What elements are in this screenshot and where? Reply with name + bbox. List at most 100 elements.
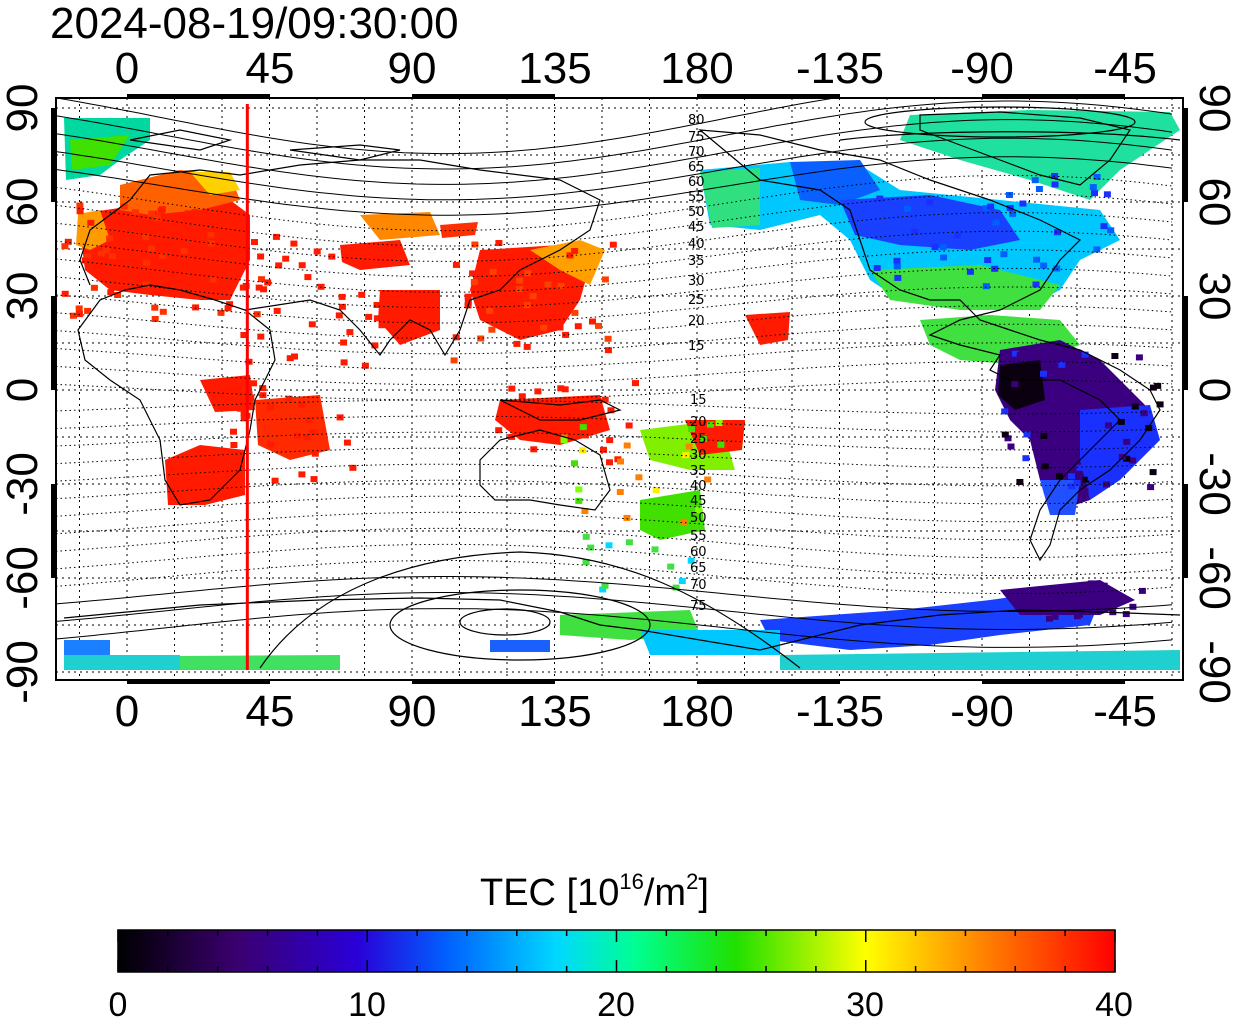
tec-cell xyxy=(495,240,503,246)
tec-cell xyxy=(1100,582,1108,589)
tec-cell xyxy=(293,432,301,439)
tec-cell xyxy=(717,441,725,448)
tec-cell xyxy=(625,539,633,546)
tec-region-finland xyxy=(190,172,240,195)
tec-cell xyxy=(233,259,241,266)
left-lat-tick-label: -90 xyxy=(0,640,47,704)
tec-cell xyxy=(346,329,354,336)
tec-cell xyxy=(523,302,531,308)
tec-cell xyxy=(609,241,617,248)
top-longitude-axis: 0 45 90 135 180 -135 -90 -45 xyxy=(115,44,1157,93)
contour-line xyxy=(56,415,1173,433)
tec-cell xyxy=(239,231,247,238)
contour-label: 65 xyxy=(688,160,705,175)
tec-cell xyxy=(605,542,613,549)
tec-cell xyxy=(516,286,524,292)
tec-cell xyxy=(687,557,695,564)
contour-label: 45 xyxy=(690,494,707,509)
contour-line xyxy=(56,527,1173,559)
tec-cell xyxy=(298,401,306,408)
top-lon-tick-label: 45 xyxy=(246,44,295,93)
left-lat-tick-label: -60 xyxy=(0,546,47,610)
tec-cell xyxy=(169,239,177,246)
tec-cell xyxy=(486,307,494,314)
colorbar-tick-label: 40 xyxy=(1095,986,1133,1021)
tec-cell xyxy=(190,216,198,223)
tec-cell xyxy=(464,293,472,300)
tec-cell xyxy=(90,284,98,291)
tec-cell xyxy=(678,578,686,584)
tec-cell xyxy=(1009,210,1017,217)
tec-cell xyxy=(343,439,351,446)
contour-line xyxy=(56,495,1173,523)
tec-cell xyxy=(495,427,503,434)
tec-cell xyxy=(911,228,919,235)
tec-cell xyxy=(209,276,217,283)
tec-cell xyxy=(340,359,348,366)
tec-cell xyxy=(298,471,306,478)
tec-cell xyxy=(1016,352,1024,359)
tec-cell xyxy=(184,210,192,217)
tec-cell xyxy=(589,318,596,325)
tec-cell xyxy=(555,415,563,422)
tec-cell xyxy=(534,388,542,395)
tec-cell xyxy=(373,315,381,322)
tec-cell xyxy=(873,265,881,271)
contour-label: 45 xyxy=(688,220,705,235)
contour-line xyxy=(56,576,1173,612)
contour-line xyxy=(56,360,1173,386)
tec-region-siberia xyxy=(360,212,440,240)
tec-cell xyxy=(623,442,631,449)
north-pole-contours xyxy=(839,106,1181,141)
tec-cell xyxy=(599,586,607,593)
tec-cell xyxy=(253,311,261,318)
tec-cell xyxy=(255,284,263,291)
tec-region-antarctic-east xyxy=(780,650,1180,670)
tec-cell xyxy=(1154,382,1162,389)
tec-cell xyxy=(70,312,77,319)
colorbar-tick-label: 20 xyxy=(597,986,635,1021)
colorbar-ticks xyxy=(117,930,1116,972)
tec-cell xyxy=(158,267,166,274)
tec-cell xyxy=(81,257,89,264)
tec-cell xyxy=(452,261,460,268)
tec-cell xyxy=(556,324,564,331)
tec-cell xyxy=(76,208,84,215)
tec-cell xyxy=(607,407,615,414)
tec-cell xyxy=(529,293,537,300)
tec-cell xyxy=(1140,410,1148,417)
tec-cell xyxy=(1123,455,1131,462)
tec-cell xyxy=(582,533,590,540)
tec-cell xyxy=(241,263,249,270)
tec-cell xyxy=(518,393,526,400)
tec-cell xyxy=(1087,474,1095,481)
tec-cell xyxy=(108,253,116,260)
tec-cell xyxy=(159,308,167,315)
tec-cell xyxy=(1068,473,1076,480)
tec-cell xyxy=(180,248,188,255)
tec-cell xyxy=(488,326,496,333)
tec-cell xyxy=(940,254,948,261)
tec-cell xyxy=(258,276,265,283)
tec-cell xyxy=(107,280,114,287)
contour-line xyxy=(56,342,1173,370)
tec-cell xyxy=(601,396,609,403)
tec-cell xyxy=(1001,408,1009,415)
contour-label: 60 xyxy=(688,175,705,190)
tec-cell xyxy=(1011,381,1019,388)
tec-cell xyxy=(107,289,115,296)
tec-cell xyxy=(1001,431,1009,438)
tec-cell xyxy=(1121,596,1129,603)
bottom-lon-tick-label: -90 xyxy=(950,687,1014,736)
contour-label: 60 xyxy=(690,545,707,560)
contour-label: 70 xyxy=(690,578,707,593)
tec-cell xyxy=(513,340,521,347)
tec-cell xyxy=(1081,351,1089,358)
tec-cell xyxy=(271,477,279,484)
tec-cell xyxy=(699,436,707,442)
tec-cell xyxy=(1089,184,1097,191)
tec-cell xyxy=(311,450,319,457)
tec-cell xyxy=(290,240,298,247)
tec-cell xyxy=(340,339,348,346)
tec-cell xyxy=(982,283,990,290)
